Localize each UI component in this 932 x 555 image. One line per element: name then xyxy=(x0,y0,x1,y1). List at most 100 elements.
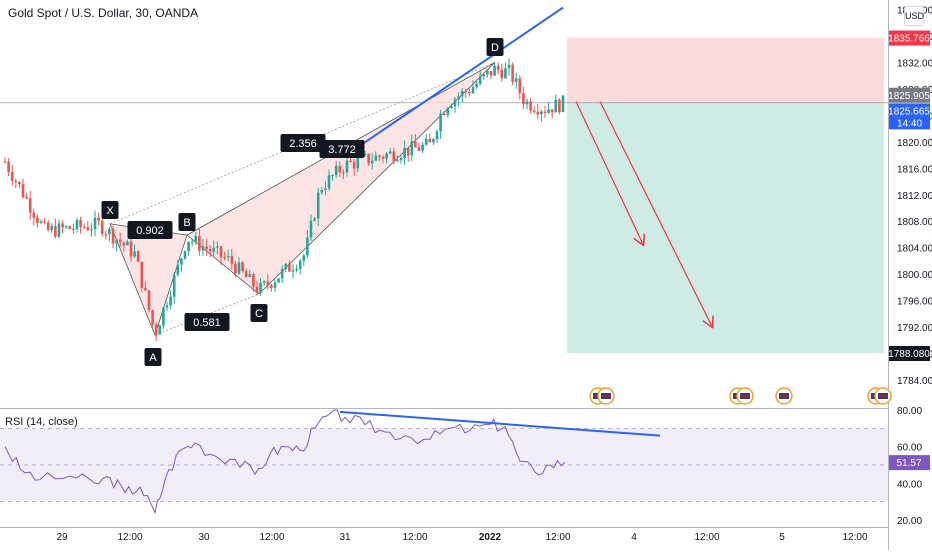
candle-body[interactable] xyxy=(158,325,162,335)
candle-body[interactable] xyxy=(334,165,338,176)
candle-body[interactable] xyxy=(97,217,100,221)
candle-body[interactable] xyxy=(306,237,309,256)
candle-body[interactable] xyxy=(198,236,201,251)
candle-body[interactable] xyxy=(406,148,410,156)
candle-body[interactable] xyxy=(270,285,273,288)
candle-body[interactable] xyxy=(432,139,435,143)
candle-body[interactable] xyxy=(169,296,172,306)
candle-body[interactable] xyxy=(46,222,50,231)
candle-body[interactable] xyxy=(108,228,111,234)
candle-body[interactable] xyxy=(442,113,446,115)
candle-body[interactable] xyxy=(284,263,288,270)
candle-body[interactable] xyxy=(64,226,68,228)
candle-body[interactable] xyxy=(57,223,61,237)
candle-body[interactable] xyxy=(302,255,306,261)
candle-body[interactable] xyxy=(259,282,262,293)
price-badge[interactable] xyxy=(889,103,930,130)
candle-body[interactable] xyxy=(525,101,529,105)
candle-body[interactable] xyxy=(486,71,489,75)
candle-body[interactable] xyxy=(241,262,244,272)
candle-body[interactable] xyxy=(3,161,7,163)
candle-body[interactable] xyxy=(10,172,14,181)
candle-body[interactable] xyxy=(32,212,36,218)
candle-body[interactable] xyxy=(180,258,183,265)
candle-body[interactable] xyxy=(424,138,428,145)
take-profit-zone[interactable] xyxy=(567,102,884,354)
candle-body[interactable] xyxy=(61,223,64,228)
candle-body[interactable] xyxy=(410,141,414,156)
candle-body[interactable] xyxy=(151,309,154,325)
price-badge[interactable] xyxy=(889,30,930,46)
candle-body[interactable] xyxy=(500,69,504,79)
candle-body[interactable] xyxy=(471,87,475,94)
candle-body[interactable] xyxy=(507,64,511,69)
candle-body[interactable] xyxy=(50,226,54,231)
candle-body[interactable] xyxy=(237,262,241,274)
candle-body[interactable] xyxy=(79,220,82,227)
candle-body[interactable] xyxy=(216,246,219,248)
candle-body[interactable] xyxy=(543,111,547,113)
candle-body[interactable] xyxy=(212,247,216,252)
candle-body[interactable] xyxy=(489,71,493,76)
candle-body[interactable] xyxy=(154,324,158,335)
candle-body[interactable] xyxy=(93,217,97,230)
candle-body[interactable] xyxy=(374,155,378,161)
candle-body[interactable] xyxy=(309,220,313,238)
rsi-divergence-line[interactable] xyxy=(339,410,661,437)
candle-body[interactable] xyxy=(295,268,298,271)
candle-body[interactable] xyxy=(511,64,514,82)
rising-trend-line[interactable] xyxy=(351,6,564,152)
candle-body[interactable] xyxy=(554,99,558,113)
candle-body[interactable] xyxy=(320,190,324,193)
candle-body[interactable] xyxy=(39,221,43,223)
candle-body[interactable] xyxy=(496,65,500,70)
price-badge[interactable] xyxy=(889,346,930,362)
candle-body[interactable] xyxy=(363,153,367,156)
candle-body[interactable] xyxy=(313,218,316,221)
candle-body[interactable] xyxy=(115,239,118,244)
rsi-line[interactable] xyxy=(4,409,566,515)
candle-body[interactable] xyxy=(187,241,190,252)
candle-body[interactable] xyxy=(298,260,302,269)
candle-body[interactable] xyxy=(21,184,25,198)
candle-body[interactable] xyxy=(385,153,388,159)
candle-body[interactable] xyxy=(522,93,525,105)
candle-body[interactable] xyxy=(478,76,482,84)
candle-body[interactable] xyxy=(349,160,352,162)
candle-body[interactable] xyxy=(550,109,554,113)
candle-body[interactable] xyxy=(450,106,453,109)
candle-body[interactable] xyxy=(536,111,540,115)
candle-body[interactable] xyxy=(205,246,208,249)
candle-body[interactable] xyxy=(428,138,432,143)
candle-body[interactable] xyxy=(280,269,284,279)
candle-body[interactable] xyxy=(421,144,424,151)
candle-body[interactable] xyxy=(244,271,248,278)
candle-body[interactable] xyxy=(446,108,450,115)
rsi-value-badge[interactable] xyxy=(889,455,930,471)
candle-body[interactable] xyxy=(118,239,122,243)
candle-body[interactable] xyxy=(208,248,212,252)
candle-body[interactable] xyxy=(392,151,396,162)
candle-body[interactable] xyxy=(54,226,57,237)
candle-body[interactable] xyxy=(172,274,176,297)
candle-body[interactable] xyxy=(417,147,421,151)
candle-body[interactable] xyxy=(129,241,133,257)
candle-body[interactable] xyxy=(252,273,255,287)
candle-body[interactable] xyxy=(147,290,151,310)
candle-body[interactable] xyxy=(558,99,561,113)
candle-body[interactable] xyxy=(25,197,28,199)
candle-body[interactable] xyxy=(468,92,471,94)
candle-body[interactable] xyxy=(68,226,72,229)
candle-body[interactable] xyxy=(223,257,226,259)
candle-body[interactable] xyxy=(18,181,21,185)
candle-body[interactable] xyxy=(460,90,464,97)
candle-body[interactable] xyxy=(183,251,187,259)
candle-body[interactable] xyxy=(14,180,18,182)
candle-body[interactable] xyxy=(86,227,90,231)
price-badge[interactable] xyxy=(889,87,930,103)
candle-body[interactable] xyxy=(464,90,468,93)
candle-body[interactable] xyxy=(381,157,385,159)
candle-body[interactable] xyxy=(453,99,457,107)
candle-body[interactable] xyxy=(111,228,115,244)
